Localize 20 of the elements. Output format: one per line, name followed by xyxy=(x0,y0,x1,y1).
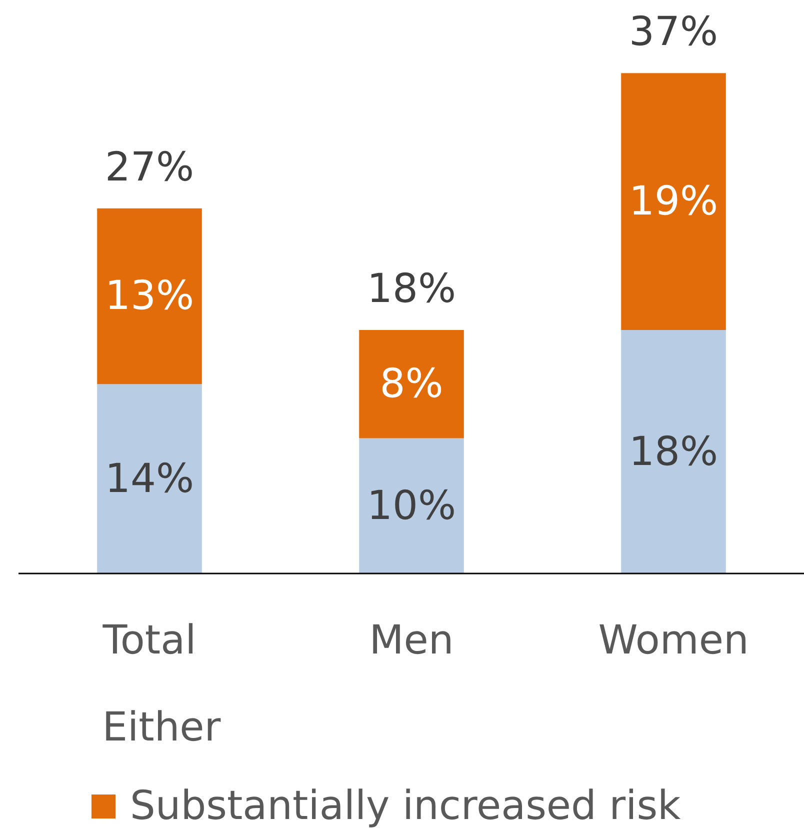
total-label: 18% xyxy=(367,266,456,312)
text: Either xyxy=(102,704,222,750)
bar xyxy=(359,330,464,438)
bar xyxy=(97,208,202,384)
legend-label: Substantially increased risk xyxy=(130,783,681,829)
bar xyxy=(359,438,464,574)
bar xyxy=(621,73,726,330)
bar xyxy=(97,384,202,574)
x-tick-label: Men xyxy=(369,618,454,664)
x-tick-label: Women xyxy=(598,618,749,664)
x-tick-label: Total xyxy=(102,618,196,664)
total-label: 27% xyxy=(105,144,194,190)
total-label: 37% xyxy=(629,9,718,56)
data-label: 19% xyxy=(629,178,718,225)
data-label: 10% xyxy=(367,482,456,529)
data-label: 8% xyxy=(380,361,444,408)
data-label: 18% xyxy=(629,428,718,475)
data-label: 14% xyxy=(105,456,194,502)
data-label: 13% xyxy=(105,273,194,320)
bar xyxy=(621,330,726,574)
